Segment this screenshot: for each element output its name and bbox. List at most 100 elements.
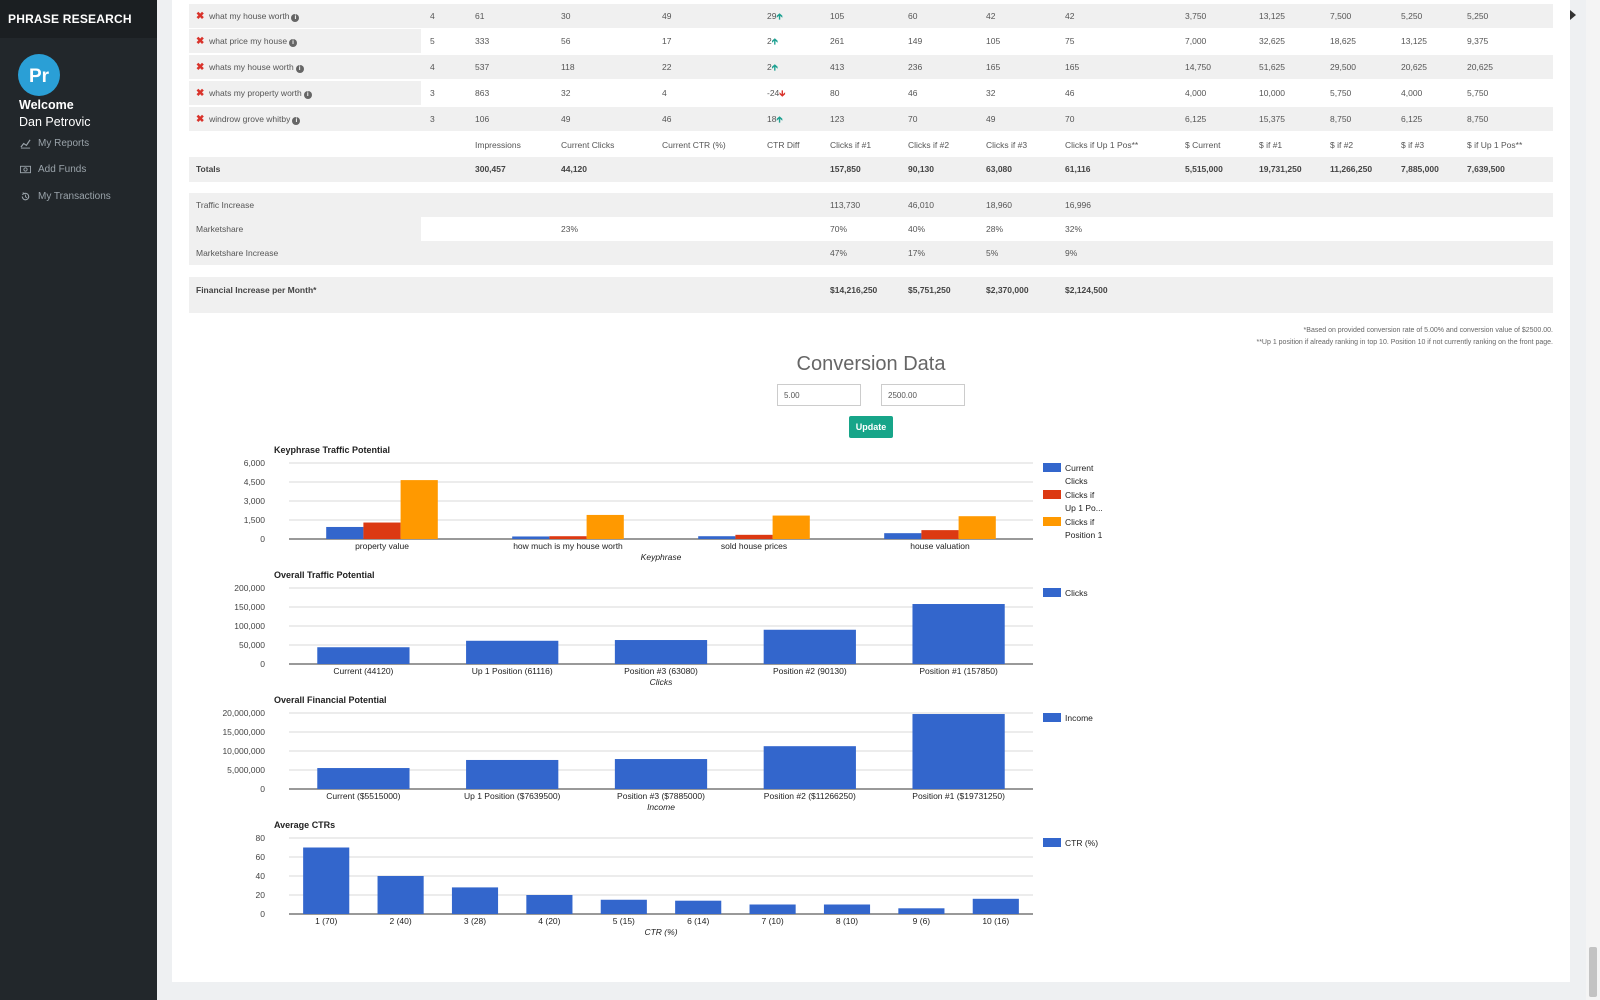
keyword-cell: ✖ whats my house worth i — [196, 55, 304, 80]
sidebar-item-my-reports[interactable]: My Reports — [20, 138, 89, 149]
table-cell: 863 — [475, 88, 490, 98]
bar — [317, 768, 410, 789]
table-cell: 10,000 — [1259, 88, 1285, 98]
brand-logo-text[interactable]: PHRASE RESEARCH — [0, 0, 157, 38]
table-cell: 49 — [986, 114, 996, 124]
table-cell: 3,750 — [1185, 11, 1207, 21]
table-cell: 60 — [908, 11, 918, 21]
remove-keyword-icon[interactable]: ✖ — [196, 114, 205, 125]
bar — [586, 514, 624, 539]
x-axis-title: Income — [647, 802, 675, 812]
x-tick-label: 10 (16) — [982, 916, 1009, 926]
keyword-cell: ✖ windrow grove whitby i — [196, 107, 301, 132]
row-label: Financial Increase per Month* — [196, 285, 317, 295]
x-tick-label: Position #1 ($19731250) — [912, 791, 1005, 801]
bar — [675, 900, 722, 914]
info-icon[interactable]: i — [291, 14, 300, 22]
bar — [614, 759, 708, 789]
info-icon[interactable]: i — [295, 65, 304, 73]
table-cell: 46,010 — [908, 200, 934, 210]
x-tick-label: 3 (28) — [464, 916, 486, 926]
table-cell: 61,116 — [1065, 164, 1091, 174]
remove-keyword-icon[interactable]: ✖ — [196, 36, 205, 47]
table-header-row: Impressions Current Clicks Current CTR (%)… — [189, 133, 1553, 157]
y-tick-label: 3,000 — [244, 496, 266, 506]
table-cell: 7,639,500 — [1467, 164, 1505, 174]
sidebar-item-my-transactions[interactable]: My Transactions — [20, 191, 111, 202]
y-tick-label: 20 — [256, 890, 266, 900]
conversion-value-input[interactable] — [881, 384, 965, 406]
column-header: $ Current — [1185, 140, 1221, 150]
bar — [921, 530, 959, 539]
legend-swatch — [1043, 490, 1061, 499]
legend-swatch — [1043, 463, 1061, 472]
table-cell: 46 — [908, 88, 918, 98]
scrollbar[interactable] — [1586, 0, 1600, 1000]
expand-arrow-icon[interactable] — [1570, 10, 1576, 20]
table-cell: 4 — [662, 88, 667, 98]
y-tick-label: 1,500 — [244, 515, 266, 525]
remove-keyword-icon[interactable]: ✖ — [196, 88, 205, 99]
table-row: ✖ windrow grove whitby i 3 106 49 46 18🡱 123 70 4… — [189, 107, 1553, 131]
table-cell: 30 — [561, 11, 571, 21]
x-axis-title: CTR (%) — [644, 927, 677, 937]
y-tick-label: 100,000 — [234, 621, 265, 631]
table-cell: 7,885,000 — [1401, 164, 1439, 174]
keyword-text: whats my property worth — [209, 88, 302, 98]
table-cell: 18,960 — [986, 200, 1012, 210]
table-cell: 6,125 — [1401, 114, 1423, 124]
table-cell: 537 — [475, 62, 490, 72]
y-tick-label: 0 — [260, 784, 265, 794]
keyword-cell-bg — [189, 29, 421, 53]
x-tick-label: 1 (70) — [315, 916, 337, 926]
traffic-increase-row: Traffic Increase 113,730 46,010 18,960 16,99… — [189, 193, 1553, 217]
table-row: ✖ what my house worth i 4 61 30 49 29🡱 105 60 42 4… — [189, 4, 1553, 28]
welcome-block: Welcome Dan Petrovic — [19, 97, 91, 131]
x-axis-title: Keyphrase — [641, 552, 682, 562]
footnote-position: **Up 1 position if already ranking in to… — [1256, 339, 1553, 346]
x-tick-label: Up 1 Position (61116) — [472, 666, 553, 676]
y-tick-label: 60 — [256, 852, 266, 862]
table-cell: 7,000 — [1185, 36, 1207, 46]
update-button[interactable]: Update — [849, 416, 893, 438]
bar — [326, 526, 364, 539]
table-cell: 333 — [475, 36, 490, 46]
totals-row: Totals 300,457 44,120 157,850 90,130 63,080 61… — [189, 157, 1553, 182]
column-header: $ if #3 — [1401, 140, 1425, 150]
legend-label: Current — [1065, 463, 1094, 473]
legend-label: Clicks if — [1065, 490, 1095, 500]
chart-title: Overall Traffic Potential — [274, 570, 375, 580]
ctr-diff-value: -24 — [767, 88, 780, 98]
sidebar-item-add-funds[interactable]: Add Funds — [20, 164, 86, 175]
conversion-rate-input[interactable] — [777, 384, 861, 406]
table-cell: 46 — [662, 114, 672, 124]
table-cell: 261 — [830, 36, 845, 46]
info-icon[interactable]: i — [289, 39, 298, 47]
table-cell: 6,125 — [1185, 114, 1207, 124]
table-cell: 9,375 — [1467, 36, 1489, 46]
ctr-diff-cell: 2🡱 — [767, 29, 778, 53]
info-icon[interactable]: i — [303, 91, 312, 99]
ctr-diff-value: 29 — [767, 11, 777, 21]
table-cell: 113,730 — [830, 200, 861, 210]
info-icon[interactable]: i — [292, 117, 301, 125]
keyword-text: what my house worth — [209, 11, 290, 21]
scrollbar-thumb[interactable] — [1589, 947, 1597, 997]
table-cell: 15,375 — [1259, 114, 1285, 124]
conversion-title: Conversion Data — [796, 353, 946, 375]
x-tick-label: sold house prices — [721, 541, 787, 551]
remove-keyword-icon[interactable]: ✖ — [196, 11, 205, 22]
table-cell: $2,370,000 — [986, 285, 1029, 295]
bar — [823, 904, 871, 914]
table-cell: 70 — [1065, 114, 1075, 124]
y-tick-label: 5,000,000 — [227, 765, 265, 775]
footnote-conversion: *Based on provided conversion rate of 5.… — [1303, 327, 1553, 334]
table-cell: 5% — [986, 248, 999, 258]
table-cell: 20,625 — [1401, 62, 1427, 72]
x-tick-label: 8 (10) — [836, 916, 858, 926]
remove-keyword-icon[interactable]: ✖ — [196, 62, 205, 73]
y-tick-label: 40 — [256, 871, 266, 881]
table-cell: 16,996 — [1065, 200, 1091, 210]
table-cell: $5,751,250 — [908, 285, 951, 295]
x-tick-label: 4 (20) — [538, 916, 560, 926]
